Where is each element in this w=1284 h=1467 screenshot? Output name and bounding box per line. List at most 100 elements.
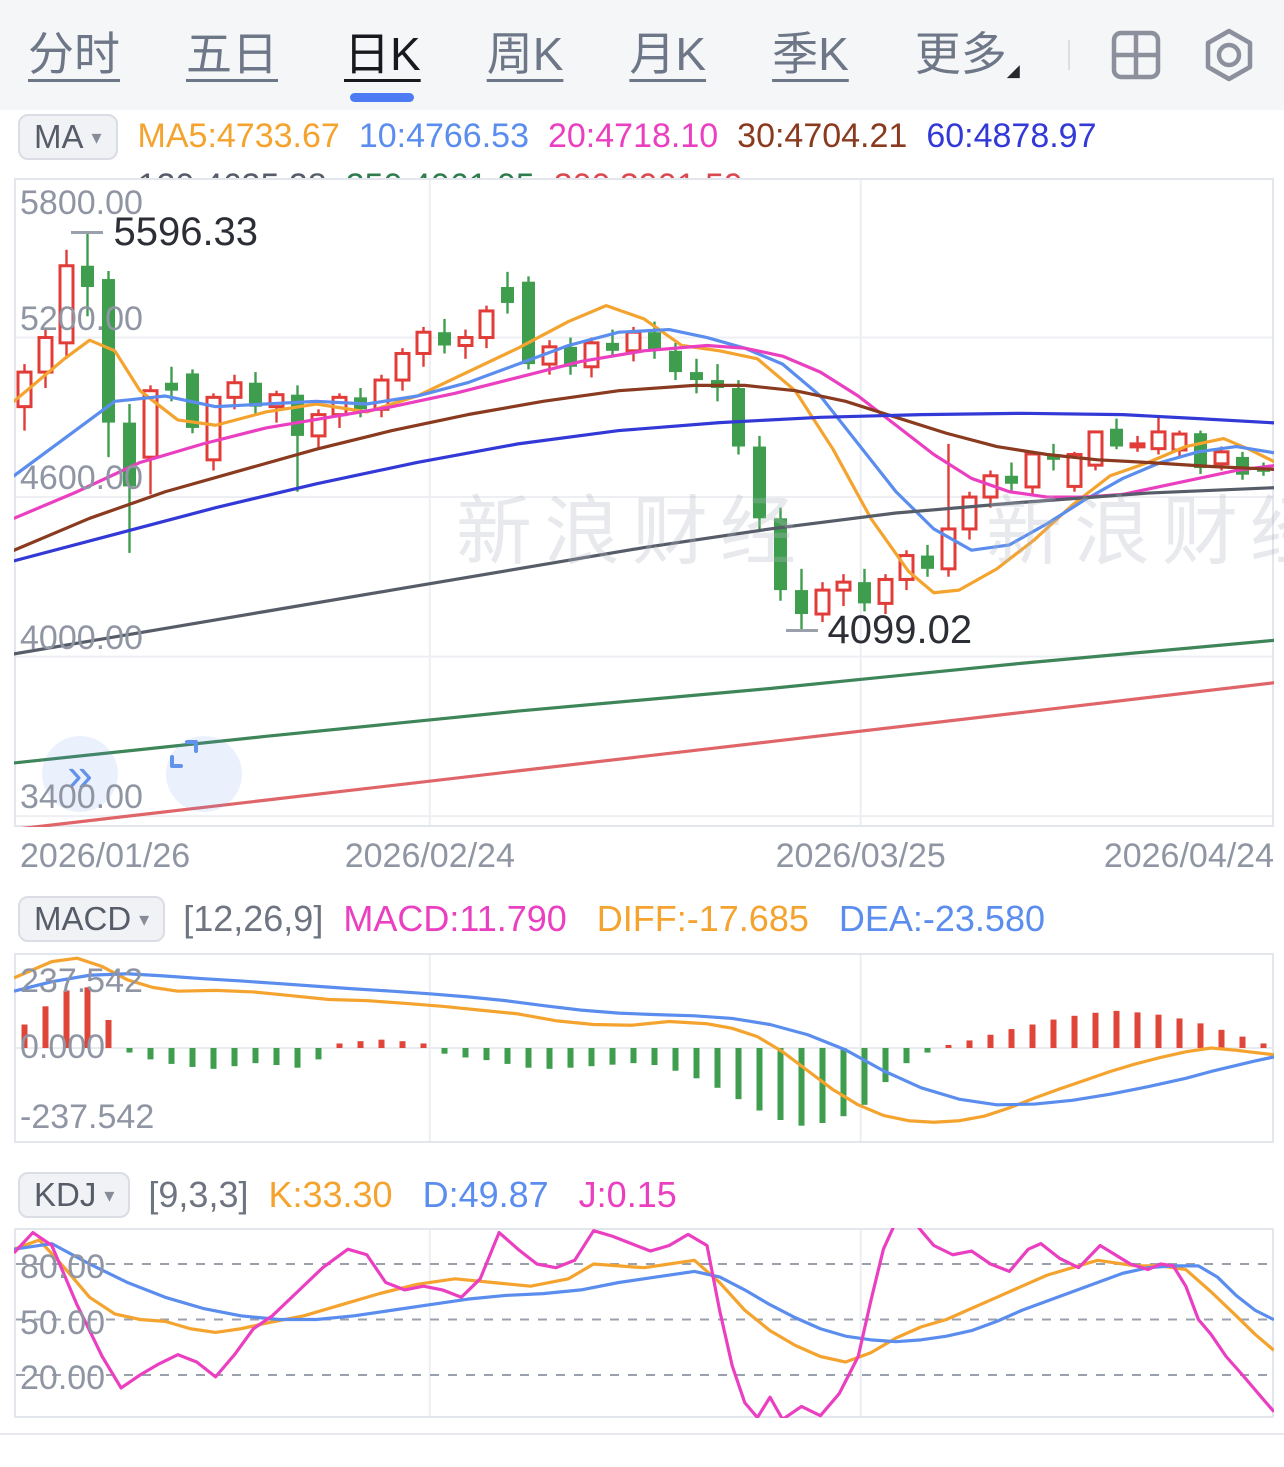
x-axis-label: 2026/01/26: [20, 837, 191, 875]
kdj-selector-label: KDJ: [34, 1176, 97, 1213]
macd-bar-negative: [672, 1048, 679, 1071]
ma-line-MA5: [14, 304, 1274, 595]
kdj-pane[interactable]: 80.00 50.00 20.00: [14, 1228, 1274, 1418]
settings-button[interactable]: [1202, 28, 1256, 82]
grid-layout-button[interactable]: [1110, 29, 1162, 81]
macd-bar-negative: [609, 1048, 616, 1065]
tab-more[interactable]: 更多◢: [915, 26, 1020, 84]
x-axis-label: 2026/02/24: [344, 837, 515, 875]
bearish-candle: [795, 590, 808, 615]
macd-bar-positive: [987, 1034, 994, 1048]
tab-daily-k[interactable]: 日K: [344, 26, 421, 84]
macd-bar-negative: [588, 1048, 595, 1067]
macd-bar-negative: [315, 1048, 322, 1060]
ma-line-MA300: [20, 681, 1274, 827]
macd-bar-negative: [651, 1048, 658, 1066]
bearish-candle: [249, 382, 262, 407]
ma-value: MA5:4733.67: [137, 117, 340, 155]
bottom-divider: [0, 1433, 1284, 1435]
macd-bar-negative: [189, 1048, 196, 1067]
kdj-params: [9,3,3]: [148, 1174, 249, 1215]
macd-bar-negative: [630, 1048, 637, 1064]
macd-selector-button[interactable]: MACD ▾: [18, 896, 166, 942]
macd-bar-negative: [483, 1048, 490, 1061]
macd-bar-negative: [840, 1048, 847, 1117]
tab-quarterly-k[interactable]: 季K: [772, 28, 849, 81]
kdj-indicator-row: KDJ ▾ [9,3,3] K:33.30 D:49.87 J:0.15: [18, 1172, 1270, 1218]
ma-value: 10:4766.53: [358, 117, 529, 155]
macd-bar-positive: [1029, 1024, 1036, 1048]
candlestick-pane[interactable]: 新浪财经 新浪财经 » 5800.005200.004600.004000.00…: [14, 178, 1284, 827]
bullish-candle: [583, 341, 600, 369]
bullish-candle: [1024, 452, 1041, 489]
chevron-down-icon: ▾: [91, 126, 102, 149]
ma-value: 20:4718.10: [547, 117, 719, 155]
tab-weekly-k[interactable]: 周K: [486, 28, 564, 81]
bearish-candle: [165, 382, 178, 391]
bullish-candle: [814, 588, 831, 616]
line-DIFF: [14, 956, 1274, 1124]
ma-selector-label: MA: [34, 118, 84, 155]
bearish-candle: [1236, 456, 1249, 475]
tabbar-divider: [1068, 40, 1070, 70]
macd-bar-positive: [357, 1041, 364, 1048]
macd-bar-positive: [1071, 1015, 1078, 1048]
macd-bar-positive: [1050, 1019, 1057, 1048]
bearish-candle: [522, 281, 535, 365]
macd-bar-positive: [399, 1041, 406, 1048]
collapse-periods-button[interactable]: »: [42, 736, 118, 812]
macd-bar-negative: [231, 1048, 238, 1067]
macd-bar-negative: [126, 1048, 133, 1053]
bullish-candle: [37, 336, 54, 374]
ma-line-MA60: [14, 411, 1274, 563]
macd-bar-negative: [252, 1048, 259, 1064]
bearish-candle: [774, 518, 787, 591]
macd-bar-negative: [273, 1048, 280, 1066]
macd-bar-negative: [567, 1048, 574, 1068]
macd-bar-negative: [441, 1048, 448, 1054]
settings-icon: [1205, 28, 1253, 82]
macd-bar-negative: [168, 1048, 175, 1064]
bearish-candle: [438, 332, 451, 346]
plot-border: [14, 178, 1274, 827]
macd-pane[interactable]: 237.542 0.000 -237.542: [14, 953, 1274, 1143]
macd-bar-negative: [819, 1048, 826, 1124]
fullscreen-button[interactable]: [166, 736, 242, 812]
kdj-selector-button[interactable]: KDJ ▾: [18, 1172, 131, 1218]
macd-bar-negative: [525, 1048, 532, 1068]
bullish-candle: [205, 395, 222, 462]
kdj-value: D:49.87: [422, 1174, 549, 1215]
bearish-candle: [648, 332, 661, 351]
tab-monthly-k[interactable]: 月K: [629, 28, 707, 81]
bearish-candle: [753, 446, 766, 519]
macd-bar-negative: [903, 1048, 910, 1064]
macd-bar-negative: [546, 1048, 553, 1069]
macd-bar-positive: [966, 1040, 973, 1048]
chevron-down-icon: ▾: [139, 908, 150, 931]
bullish-candle: [1213, 450, 1230, 466]
plot-border: [14, 1228, 1274, 1418]
more-corner-triangle-icon: ◢: [1006, 61, 1020, 81]
macd-bar-negative: [777, 1048, 784, 1120]
macd-bar-positive: [420, 1043, 427, 1048]
macd-bar-positive: [945, 1044, 952, 1048]
macd-bar-positive: [1113, 1010, 1120, 1048]
macd-bar-positive: [1197, 1023, 1204, 1048]
bearish-candle: [102, 279, 115, 423]
tab-more-label: 更多: [914, 28, 1007, 81]
bearish-candle: [81, 265, 94, 288]
line-D: [14, 1242, 1274, 1344]
macd-bar-negative: [735, 1048, 742, 1100]
bullish-candle: [58, 264, 75, 345]
macd-bar-positive: [1239, 1036, 1246, 1048]
tab-minute[interactable]: 分时: [28, 28, 120, 81]
bullish-candle: [835, 580, 852, 592]
bullish-candle: [478, 309, 495, 340]
tab-five-day[interactable]: 五日: [186, 28, 278, 81]
macd-bar-negative: [462, 1048, 469, 1058]
macd-value: DIFF:-17.685: [596, 898, 809, 939]
ma-line-MA120: [14, 486, 1274, 656]
ma-selector-button[interactable]: MA ▾: [18, 114, 118, 160]
macd-bar-negative: [798, 1048, 805, 1126]
bearish-candle: [690, 372, 703, 381]
